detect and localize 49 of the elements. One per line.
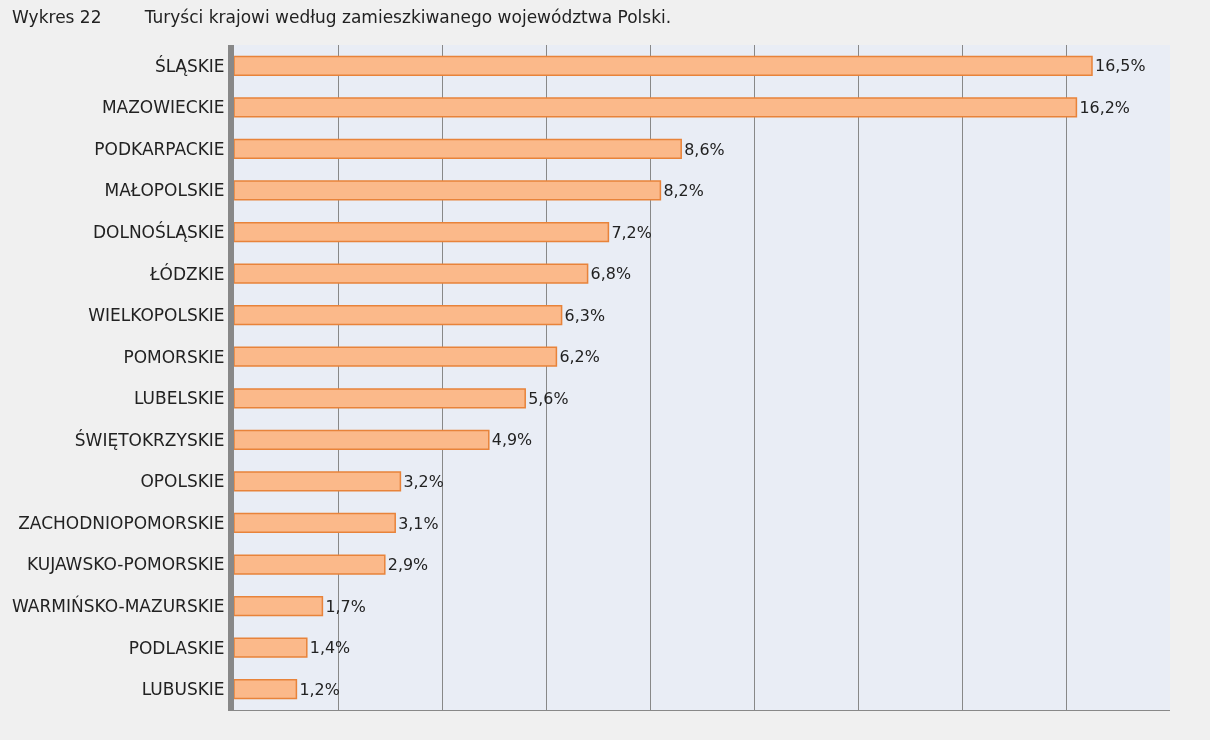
bar: [234, 429, 490, 450]
y-tick-label: MAŁOPOLSKIE: [104, 180, 225, 201]
data-label: 8,6%: [684, 139, 725, 159]
bar: [234, 637, 308, 658]
data-label: 5,6%: [528, 388, 569, 408]
bar: [234, 388, 526, 409]
data-label: 3,2%: [403, 472, 444, 492]
y-tick-label: MAZOWIECKIE: [101, 97, 225, 118]
bar: [234, 346, 558, 367]
y-tick-label: POMORSKIE: [123, 346, 225, 367]
data-label: 1,7%: [325, 596, 366, 616]
data-label: 2,9%: [387, 555, 429, 575]
y-tick-label: WARMIŃSKO-MAZURSKIE: [11, 595, 225, 617]
data-label: 7,2%: [611, 222, 652, 242]
data-label: 6,2%: [559, 347, 600, 367]
bar: [234, 55, 1093, 76]
data-label: 6,3%: [564, 305, 605, 325]
bar: [234, 263, 589, 284]
bar: [234, 138, 682, 160]
y-tick-label: ŚLĄSKIE: [155, 54, 225, 76]
bar: [234, 180, 662, 201]
y-tick-label: ZACHODNIOPOMORSKIE: [18, 512, 225, 533]
y-tick-label: PODKARPACKIE: [94, 138, 225, 159]
bar: [234, 595, 324, 617]
bar: [234, 305, 563, 326]
data-label: 6,8%: [590, 264, 631, 284]
y-tick-label: ŚWIĘTOKRZYSKIE: [74, 428, 225, 450]
bar: [234, 471, 402, 492]
data-label: 3,1%: [398, 513, 439, 533]
data-label: 16,5%: [1095, 56, 1146, 76]
data-label: 16,2%: [1079, 97, 1130, 117]
y-tick-label: PODLASKIE: [128, 637, 225, 658]
y-tick-label: ŁÓDZKIE: [149, 262, 225, 284]
bar: [234, 554, 386, 575]
data-label: 8,2%: [663, 181, 704, 201]
y-tick-label: OPOLSKIE: [140, 471, 225, 492]
data-label: 4,9%: [491, 430, 533, 450]
y-tick-label: WIELKOPOLSKIE: [88, 305, 225, 326]
y-tick-label: LUBUSKIE: [141, 679, 225, 700]
y-tick-label: DOLNOŚLĄSKIE: [92, 220, 225, 242]
data-label: 1,4%: [309, 638, 351, 658]
y-tick-label: LUBELSKIE: [133, 388, 225, 409]
bar: [234, 221, 610, 243]
data-label: 1,2%: [299, 679, 340, 699]
chart-title: Wykres 22 Turyści krajowi według zamieszkiwanego województwa Polski.: [12, 7, 672, 27]
bar: [234, 512, 396, 534]
y-tick-label: KUJAWSKO-POMORSKIE: [27, 554, 225, 575]
bar: [234, 679, 298, 700]
bar: [234, 97, 1078, 118]
